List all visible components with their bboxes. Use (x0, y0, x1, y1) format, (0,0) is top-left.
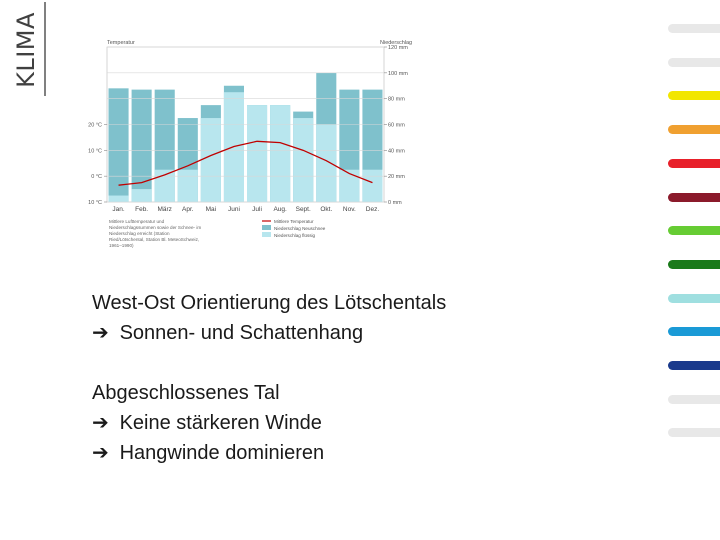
right-arrow-icon: ➔ (92, 322, 109, 344)
temp-tick-label: -10 °C (88, 200, 102, 206)
temp-tick-label: 0 °C (91, 174, 102, 180)
nav-stripe[interactable] (668, 57, 720, 67)
legend-swatch-precip (262, 232, 271, 237)
orientation-line: West-Ost Orientierung des Lötschentals (92, 292, 447, 314)
month-label: Nov. (343, 206, 356, 213)
temperature-line (118, 140, 373, 186)
title-divider (44, 2, 46, 96)
nav-stripe[interactable] (668, 158, 720, 168)
precip-tick-label: 20 mm (388, 174, 405, 180)
month-label: Dez. (366, 206, 380, 213)
bar-liquid (270, 105, 291, 202)
precip-tick-label: 100 mm (388, 71, 408, 77)
temp-tick-label: 20 °C (88, 123, 102, 129)
legend-label: Niederschlag flüssig (274, 233, 316, 238)
precip-tick-label: 40 mm (388, 148, 405, 154)
legend-swatch-precip (262, 225, 271, 230)
bar-liquid (200, 118, 221, 202)
slide-title: KLIMA (12, 12, 40, 88)
month-label: Feb. (135, 206, 148, 213)
bar-liquid (293, 118, 314, 202)
bar-liquid (316, 124, 337, 202)
bar-liquid (177, 169, 198, 202)
nav-stripe[interactable] (668, 24, 720, 33)
valley-arrow-line-1: ➔ Keine stärkeren Winde (92, 408, 324, 438)
bar-liquid (362, 169, 383, 202)
temp-tick-label: 10 °C (88, 148, 102, 154)
nav-stripe[interactable] (668, 293, 720, 303)
bar-liquid (154, 169, 175, 202)
right-arrow-icon: ➔ (92, 412, 109, 434)
orientation-consequence: Sonnen- und Schattenhang (119, 322, 364, 344)
chart-footnote-line: Niederschlag erreicht (Station (109, 231, 170, 236)
bar-liquid (108, 195, 129, 202)
month-label: Sept. (296, 206, 311, 213)
nav-stripe[interactable] (668, 361, 720, 370)
paragraph-orientation: West-Ost Orientierung des Lötschentals ➔… (92, 288, 446, 348)
month-label: Juni (228, 206, 240, 213)
right-arrow-icon: ➔ (92, 442, 109, 464)
legend-label: Niederschlag Neuschnee (274, 226, 326, 231)
chart-footnote-line: 1961–1990) (109, 243, 134, 248)
valley-consequence-1: Keine stärkeren Winde (119, 412, 322, 434)
precip-tick-label: 0 mm (388, 200, 402, 206)
chart-footnote-line: Ried/Lötschental, Station Bl. MeteoSchwe… (109, 237, 199, 242)
nav-stripe[interactable] (668, 394, 720, 404)
precip-tick-label: 120 mm (388, 45, 408, 51)
bar-liquid (247, 105, 268, 202)
nav-stripe[interactable] (668, 91, 720, 101)
bar-liquid (131, 189, 152, 202)
nav-stripe[interactable] (668, 428, 720, 438)
bar-snow (131, 89, 152, 202)
chart-footnote-line: Niederschlagssummen sowie der Schnee- im (109, 225, 201, 230)
nav-stripe[interactable] (668, 125, 720, 135)
legend-label: Mittlere Temperatur (274, 219, 314, 224)
valley-consequence-2: Hangwinde dominieren (119, 442, 325, 464)
nav-stripe[interactable] (668, 327, 720, 337)
temperature-axis-title: Temperatur (107, 40, 135, 46)
precip-tick-label: 60 mm (388, 123, 405, 129)
orientation-arrow-line: ➔ Sonnen- und Schattenhang (92, 318, 446, 348)
slide-title-container: KLIMA (6, 0, 46, 100)
bar-snow (108, 88, 129, 202)
bar-liquid (339, 169, 360, 202)
month-label: Juli (252, 206, 262, 213)
precip-axis-title: Niederschlag (380, 40, 412, 46)
chart-footnote-line: Mittlere Lufttemperatur und (109, 219, 165, 224)
valley-line: Abgeschlossenes Tal (92, 382, 280, 404)
month-label: Mai (206, 206, 216, 213)
climate-chart: 20 °C 10 °C 0 °C -10 °C 120 mm 100 mm 80 mm 60 … (88, 40, 412, 248)
month-label: Okt. (320, 206, 332, 213)
valley-arrow-line-2: ➔ Hangwinde dominieren (92, 438, 324, 468)
month-label: März (157, 206, 171, 213)
nav-stripe[interactable] (668, 259, 720, 269)
month-label: Aug. (273, 206, 287, 213)
paragraph-valley: Abgeschlossenes Tal ➔ Keine stärkeren Wi… (92, 378, 324, 468)
nav-stripe[interactable] (668, 226, 720, 236)
month-label: Apr. (182, 206, 194, 213)
nav-stripe[interactable] (668, 192, 720, 202)
month-label: Jan. (112, 206, 124, 213)
precip-tick-label: 80 mm (388, 97, 405, 103)
